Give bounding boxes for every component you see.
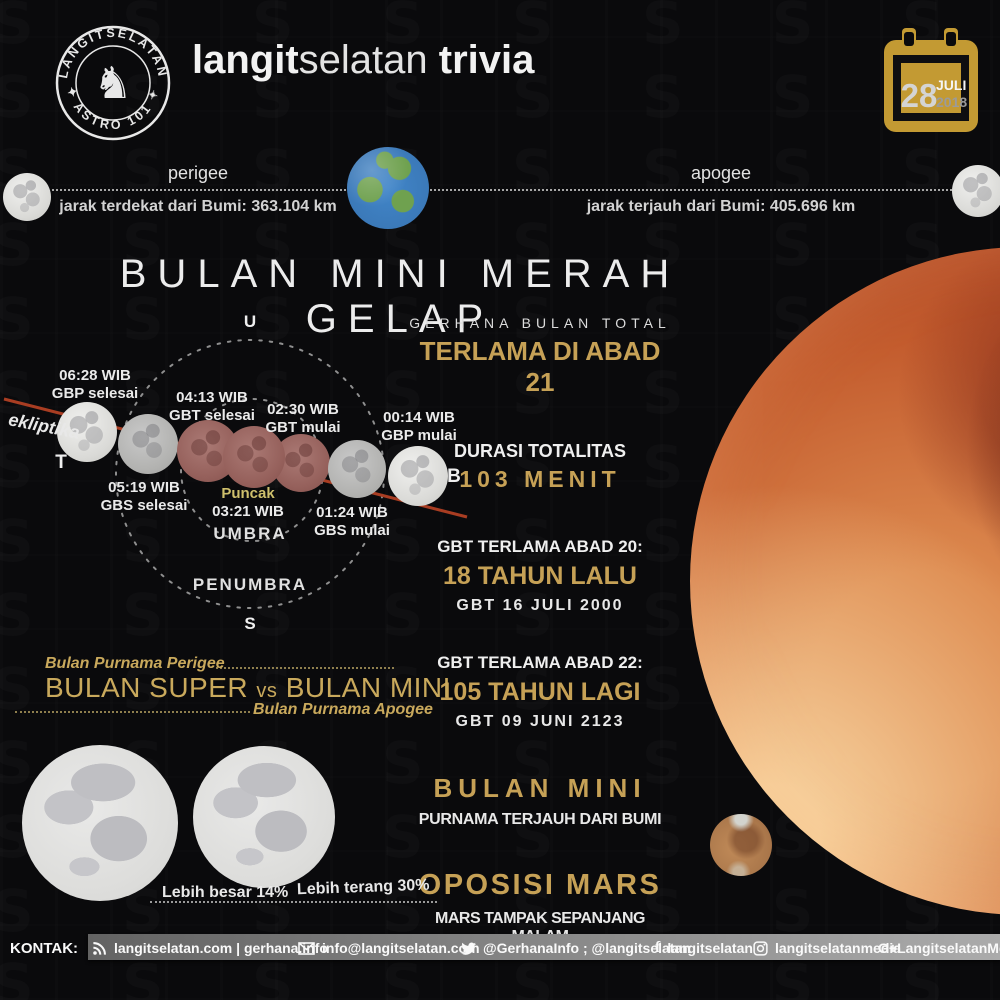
caption-dotted-line-2 xyxy=(15,711,250,713)
apogee-desc: jarak terjauh dari Bumi: 405.696 km xyxy=(586,198,856,215)
earth xyxy=(347,147,429,229)
footer-facebook-text: langitselatan xyxy=(667,940,753,956)
eclipse-moon-4-peak xyxy=(223,426,285,488)
event-label: GBS mulai xyxy=(314,521,390,539)
caption-dotted-line-1 xyxy=(216,667,394,669)
peak-time: 03:21 WIB xyxy=(212,502,284,520)
logo-centaur-icon: ♞ xyxy=(93,59,132,108)
langitselatan-stamp-logo: LANGITSELATAN ✦ ASTRO 101 ✦ ♞ xyxy=(55,25,171,141)
abad20-title: GBT TERLAMA ABAD 20: xyxy=(437,537,643,556)
event-time: 01:24 WIB xyxy=(316,504,388,521)
peak-label: Puncak xyxy=(221,485,275,502)
footer-gplus-text: G+LangitselatanMedia xyxy=(878,940,1000,956)
event-time: 02:30 WIB xyxy=(267,401,339,418)
event-time: 06:28 WIB xyxy=(59,367,131,384)
headline-main: TERLAMA DI ABAD 21 xyxy=(419,336,661,397)
mini-moon xyxy=(193,746,335,888)
event-gbt-mulai: 02:30 WIB GBT mulai xyxy=(265,401,340,436)
calendar-icon: 28 JULI 2018 xyxy=(884,28,978,132)
event-gbs-mulai: 01:24 WIB GBS mulai xyxy=(314,504,390,539)
abad22-big: 105 TAHUN LAGI xyxy=(439,678,641,706)
rss-icon xyxy=(92,941,107,956)
event-peak: Puncak 03:21 WIB xyxy=(212,485,284,520)
apogee-moon xyxy=(952,165,1000,217)
footer-email-link[interactable]: info@langitselatan.com xyxy=(298,936,480,960)
perigee-label: perigee xyxy=(167,163,229,183)
footer-bar xyxy=(88,934,1000,960)
duration-value: 103 MENIT xyxy=(459,466,621,492)
compass-north: U xyxy=(243,312,257,331)
abad20-big: 18 TAHUN LALU xyxy=(443,562,637,590)
footer-web-link[interactable]: langitselatan.com | gerhana.info xyxy=(92,936,328,960)
event-label: GBP mulai xyxy=(381,426,457,444)
bigger-note: Lebih besar 14% xyxy=(162,884,289,901)
brand-suffix: trivia xyxy=(427,38,535,82)
brand-bold: langit xyxy=(192,38,299,82)
eclipse-moon-2 xyxy=(118,414,178,474)
event-label: GBT mulai xyxy=(265,418,341,436)
footer-instagram-link[interactable]: langitselatanmedia xyxy=(753,936,901,960)
calendar-year: 2018 xyxy=(936,94,967,110)
brand-title: langitselatan trivia xyxy=(192,38,534,83)
event-gbs-selesai: 05:19 WIB GBS selesai xyxy=(101,479,188,514)
event-label: GBP selesai xyxy=(51,384,139,402)
abad22-title: GBT TERLAMA ABAD 22: xyxy=(437,653,643,672)
comparison-dotted-line xyxy=(150,901,437,903)
eclipse-moon-1 xyxy=(57,402,117,462)
event-time: 04:13 WIB xyxy=(176,389,248,406)
event-label: GBS selesai xyxy=(100,496,188,514)
bulan-mini-sub: PURNAMA TERJAUH DARI BUMI xyxy=(418,811,662,828)
brand-light: selatan xyxy=(298,38,428,82)
compass-west: B xyxy=(447,466,461,487)
event-time: 05:19 WIB xyxy=(108,479,180,496)
comparison-title-left: BULAN SUPER xyxy=(45,672,249,703)
apogee-caption: Bulan Purnama Apogee xyxy=(253,701,433,718)
event-gbt-selesai: 04:13 WIB GBT selesai xyxy=(169,389,255,424)
footer-twitter-link[interactable]: @GerhanaInfo ; @langitselatan xyxy=(460,936,691,960)
comparison-title-right: BULAN MINI xyxy=(285,672,451,703)
facts-column: GERHANA BULAN TOTAL TERLAMA DI ABAD 21 D… xyxy=(405,315,675,946)
bulan-mini-title: BULAN MINI xyxy=(433,773,647,803)
mars xyxy=(710,814,772,876)
footer-facebook-link[interactable]: f langitselatan xyxy=(655,936,753,960)
envelope-icon xyxy=(298,941,315,955)
compass-east: T xyxy=(55,452,67,473)
compass-south: S xyxy=(244,614,256,633)
perigee-moon xyxy=(3,173,51,221)
eclipse-moon-7 xyxy=(388,446,448,506)
umbra-label: UMBRA xyxy=(213,524,287,543)
footer-gplus-link[interactable]: G+LangitselatanMedia xyxy=(878,936,1000,960)
oposisi-mars-title: OPOSISI MARS xyxy=(418,869,662,901)
event-label: GBT selesai xyxy=(169,406,255,424)
comparison-title-vs: vs xyxy=(256,680,278,702)
calendar-month: JULI xyxy=(936,77,966,93)
orbit-dotted-line-right xyxy=(430,189,952,191)
event-gbp-selesai: 06:28 WIB GBP selesai xyxy=(52,367,138,402)
comparison-title: BULAN SUPER vs BULAN MINI xyxy=(45,672,451,704)
apogee-label: apogee xyxy=(690,163,752,183)
instagram-icon xyxy=(753,940,768,956)
orbit-dotted-line-left xyxy=(52,189,346,191)
footer-email-text: info@langitselatan.com xyxy=(322,940,480,956)
perigee-caption: Bulan Purnama Perigee xyxy=(45,655,225,672)
eclipse-moon-6 xyxy=(328,440,386,498)
footer-instagram-text: langitselatanmedia xyxy=(775,940,902,956)
page-title: BULAN MINI MERAH GELAP xyxy=(119,252,681,341)
footer-twitter-text: @GerhanaInfo ; @langitselatan xyxy=(483,940,691,956)
headline-top: GERHANA BULAN TOTAL xyxy=(409,315,671,331)
footer-web-text: langitselatan.com | gerhana.info xyxy=(114,940,328,956)
twitter-icon xyxy=(460,941,476,955)
abad22-sub: GBT 09 JUNI 2123 xyxy=(455,713,625,730)
kontak-label: KONTAK: xyxy=(10,939,79,957)
penumbra-label: PENUMBRA xyxy=(192,575,308,594)
event-time: 00:14 WIB xyxy=(383,409,455,426)
perigee-desc: jarak terdekat dari Bumi: 363.104 km xyxy=(59,198,337,215)
duration-label: DURASI TOTALITAS xyxy=(454,441,626,461)
calendar-day: 28 xyxy=(901,77,938,114)
super-moon xyxy=(22,745,178,901)
event-gbp-mulai: 00:14 WIB GBP mulai xyxy=(381,409,457,444)
facebook-icon: f xyxy=(655,939,661,956)
abad20-sub: GBT 16 JULI 2000 xyxy=(456,597,624,614)
